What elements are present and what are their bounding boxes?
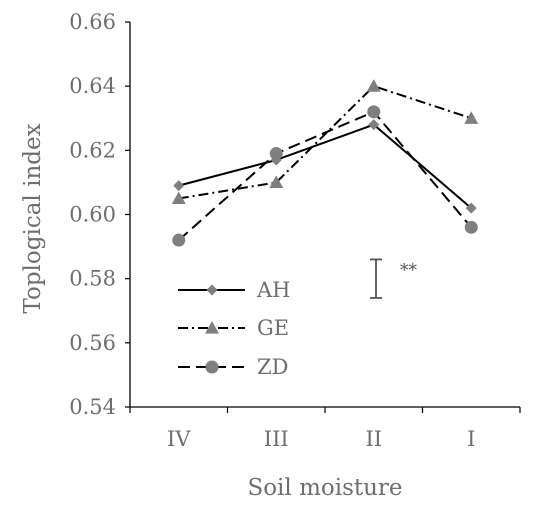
y-tick-label: 0.64 bbox=[69, 74, 116, 98]
x-axis-title: Soil moisture bbox=[247, 475, 402, 501]
series-line-ah bbox=[178, 123, 472, 209]
y-tick-label: 0.54 bbox=[69, 395, 116, 419]
legend-label: AH bbox=[256, 278, 290, 302]
x-tick-label: II bbox=[365, 427, 382, 451]
series-ge bbox=[171, 79, 479, 205]
legend-item-ah: AH bbox=[178, 278, 290, 302]
data-point-zd bbox=[367, 105, 381, 119]
legend-marker bbox=[206, 284, 218, 296]
legend-marker bbox=[205, 321, 219, 334]
data-point-ge bbox=[171, 191, 186, 205]
annotations: ** bbox=[370, 258, 418, 299]
data-point-ah bbox=[173, 180, 185, 192]
legend-label: GE bbox=[257, 316, 289, 340]
error-bar bbox=[370, 258, 382, 299]
series-layer bbox=[171, 79, 479, 247]
data-point-ah bbox=[465, 202, 477, 214]
data-point-zd bbox=[269, 147, 283, 161]
series-zd bbox=[172, 105, 478, 247]
x-tick-label: I bbox=[467, 427, 475, 451]
y-tick-label: 0.60 bbox=[69, 203, 116, 227]
x-tick-label: IV bbox=[167, 427, 191, 451]
data-point-ah bbox=[368, 119, 380, 131]
series-line-ge bbox=[178, 85, 472, 200]
y-tick-label: 0.66 bbox=[69, 10, 116, 34]
legend-marker bbox=[205, 360, 219, 374]
legend-item-zd: ZD bbox=[178, 355, 288, 379]
legend-item-ge: GE bbox=[178, 316, 289, 340]
y-tick-label: 0.62 bbox=[69, 138, 116, 162]
series-line-zd bbox=[178, 110, 473, 241]
y-axis-title: Toplogical index bbox=[20, 123, 46, 313]
data-point-ge bbox=[464, 111, 479, 124]
y-tick-label: 0.56 bbox=[69, 331, 116, 355]
legend-label: ZD bbox=[257, 355, 288, 379]
data-point-zd bbox=[172, 233, 186, 247]
data-point-ge bbox=[366, 79, 381, 92]
y-tick-label: 0.58 bbox=[69, 267, 116, 291]
legend: AH GE ZD bbox=[178, 278, 290, 379]
x-tick-label: III bbox=[264, 427, 289, 451]
data-point-ge bbox=[269, 175, 284, 189]
significance-label: ** bbox=[400, 260, 418, 280]
data-point-zd bbox=[464, 220, 478, 234]
